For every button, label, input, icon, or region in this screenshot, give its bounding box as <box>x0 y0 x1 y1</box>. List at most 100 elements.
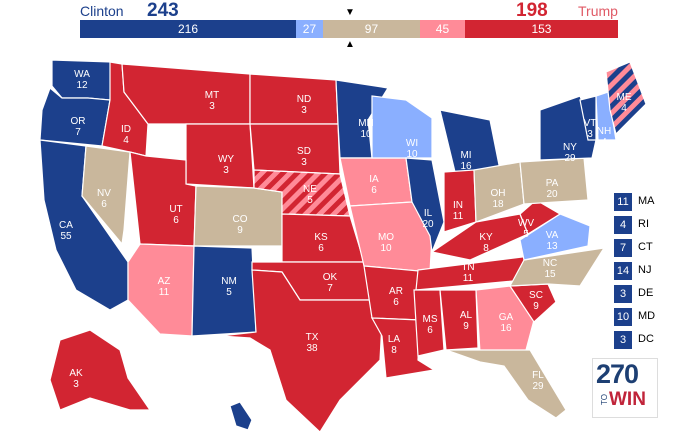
state-mo[interactable] <box>349 201 433 273</box>
state-ev-ny: 29 <box>564 153 576 164</box>
state-ev-ia: 6 <box>371 185 377 196</box>
logo-win: WIN <box>609 389 646 410</box>
state-label-nv: NV <box>97 188 111 199</box>
state-me[interactable] <box>605 61 647 136</box>
state-nm[interactable] <box>191 245 257 337</box>
state-label-or: OR <box>71 116 86 127</box>
state-label-nc: NC <box>543 258 557 269</box>
state-ak[interactable] <box>49 329 152 411</box>
state-ev-nv: 6 <box>101 199 107 210</box>
state-ev-id: 4 <box>123 135 129 146</box>
bar-segment-2: 97 <box>322 20 420 38</box>
logo-to: TO <box>599 394 609 405</box>
state-label-id: ID <box>121 124 131 135</box>
key-ev-ma: 11 <box>614 193 632 211</box>
state-hi[interactable] <box>229 401 253 431</box>
state-label-ms: MS <box>423 314 438 325</box>
state-ev-co: 9 <box>237 225 243 236</box>
state-ev-ar: 6 <box>393 297 399 308</box>
key-abbr-ri: RI <box>638 218 649 230</box>
state-label-ne: NE <box>303 184 317 195</box>
key-ev-md: 10 <box>614 308 632 326</box>
state-label-va: VA <box>546 230 559 241</box>
state-sd[interactable] <box>249 123 341 175</box>
state-ev-mt: 3 <box>209 101 215 112</box>
state-ev-ga: 16 <box>500 323 512 334</box>
state-ev-nm: 5 <box>226 287 232 298</box>
state-ev-wi: 10 <box>406 149 418 160</box>
state-label-me: ME <box>617 92 632 103</box>
trump-label: Trump <box>578 3 618 19</box>
state-wi[interactable] <box>371 95 433 159</box>
key-item-nj[interactable]: 14 NJ <box>614 262 684 280</box>
state-ev-ut: 6 <box>173 215 179 226</box>
state-label-il: IL <box>424 208 433 219</box>
state-ev-fl: 29 <box>532 381 544 392</box>
key-abbr-ma: MA <box>638 195 655 207</box>
state-vt[interactable] <box>579 95 597 141</box>
state-ev-va: 13 <box>546 241 558 252</box>
state-al[interactable] <box>439 289 479 351</box>
state-ev-mi: 16 <box>460 161 472 172</box>
clinton-label: Clinton <box>80 3 124 19</box>
state-ev-al: 9 <box>463 321 469 332</box>
state-label-nm: NM <box>221 276 237 287</box>
clinton-total: 243 <box>147 0 179 21</box>
state-ev-tx: 38 <box>306 343 318 354</box>
state-ev-hi: 4 <box>223 421 229 432</box>
state-ev-ne: 5 <box>307 195 313 206</box>
state-ev-sc: 9 <box>533 301 539 312</box>
state-tx[interactable] <box>219 269 383 433</box>
key-item-ct[interactable]: 7 CT <box>614 239 684 257</box>
state-label-ca: CA <box>59 220 73 231</box>
key-abbr-nj: NJ <box>638 264 652 276</box>
state-ev-il: 20 <box>422 219 434 230</box>
state-ev-oh: 18 <box>492 199 504 210</box>
state-label-ar: AR <box>389 286 403 297</box>
state-fl[interactable] <box>445 349 567 419</box>
state-ev-in: 11 <box>453 211 464 222</box>
key-item-dc[interactable]: 3 DC <box>614 331 684 349</box>
state-ev-vt: 3 <box>587 129 593 140</box>
key-item-md[interactable]: 10 MD <box>614 308 684 326</box>
key-ev-ri: 4 <box>614 216 632 234</box>
state-ev-ms: 6 <box>427 325 433 336</box>
state-ev-sd: 3 <box>301 157 307 168</box>
state-label-ks: KS <box>314 232 328 243</box>
state-wv[interactable] <box>519 199 562 235</box>
state-ga[interactable] <box>475 285 535 353</box>
key-ev-nj: 14 <box>614 262 632 280</box>
key-abbr-de: DE <box>638 287 654 299</box>
key-item-ri[interactable]: 4 RI <box>614 216 684 234</box>
state-ev-ca: 55 <box>60 231 72 242</box>
bar-segment-4: 153 <box>464 20 618 38</box>
state-ev-or: 7 <box>75 127 81 138</box>
state-label-wv: WV <box>518 218 534 229</box>
key-ev-dc: 3 <box>614 331 632 349</box>
state-label-wi: WI <box>406 138 418 149</box>
state-label-tn: TN <box>461 262 474 273</box>
state-ms[interactable] <box>413 289 445 357</box>
state-ev-mo: 10 <box>380 243 392 254</box>
state-label-ak: AK <box>69 368 83 379</box>
key-item-ma[interactable]: 11 MA <box>614 193 684 211</box>
state-label-nh: NH <box>597 126 611 137</box>
state-nd[interactable] <box>249 73 339 125</box>
state-ev-wv: 5 <box>523 229 529 240</box>
state-label-sd: SD <box>297 146 311 157</box>
state-label-mn: MN <box>358 118 374 129</box>
state-nh[interactable] <box>595 91 617 141</box>
state-ev-nh: 4 <box>601 137 607 148</box>
key-item-de[interactable]: 3 DE <box>614 285 684 303</box>
state-label-wy: WY <box>218 154 234 165</box>
midpoint-arrow-up-icon: ▲ <box>345 39 355 50</box>
state-label-pa: PA <box>546 178 559 189</box>
state-nc[interactable] <box>508 247 606 287</box>
state-ut[interactable] <box>129 151 197 247</box>
electoral-vote-bar: 216 27 97 45 153 <box>80 20 618 38</box>
270towin-logo: 270 TO WIN <box>592 358 658 418</box>
state-label-ok: OK <box>323 272 338 283</box>
state-ev-wy: 3 <box>223 165 229 176</box>
state-mt[interactable] <box>121 63 251 125</box>
